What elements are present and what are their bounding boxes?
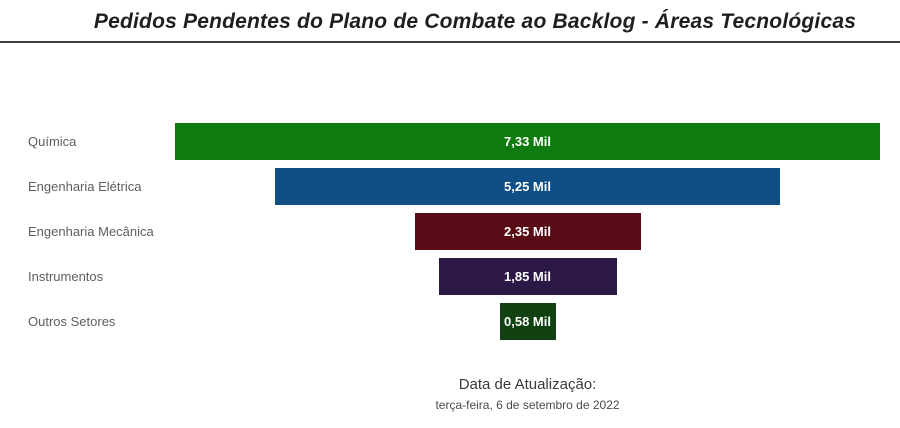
funnel-row: Engenharia Mecânica 2,35 Mil — [0, 209, 900, 254]
bar-area: 0,58 Mil — [175, 299, 880, 344]
funnel-chart: Química 7,33 Mil Engenharia Elétrica 5,25 M… — [0, 119, 900, 344]
funnel-bar[interactable]: 7,33 Mil — [175, 123, 880, 160]
title-divider — [0, 41, 900, 43]
bar-area: 2,35 Mil — [175, 209, 880, 254]
funnel-row: Engenharia Elétrica 5,25 Mil — [0, 164, 900, 209]
category-label: Química — [28, 134, 77, 149]
chart-header: Pedidos Pendentes do Plano de Combate ao… — [0, 0, 900, 43]
chart-footer: Data de Atualização: terça-feira, 6 de s… — [175, 376, 880, 412]
chart-title: Pedidos Pendentes do Plano de Combate ao… — [93, 10, 857, 33]
bar-area: 5,25 Mil — [175, 164, 880, 209]
update-label: Data de Atualização: — [458, 376, 597, 393]
category-label: Engenharia Elétrica — [28, 179, 142, 194]
funnel-bar[interactable]: 0,58 Mil — [499, 303, 556, 340]
bar-value-label: 7,33 Mil — [504, 134, 551, 149]
funnel-bar[interactable]: 5,25 Mil — [275, 168, 780, 205]
bar-value-label: 2,35 Mil — [504, 224, 551, 239]
category-label: Outros Setores — [28, 314, 116, 329]
bar-value-label: 5,25 Mil — [504, 179, 551, 194]
category-label: Engenharia Mecânica — [28, 224, 154, 239]
funnel-row: Instrumentos 1,85 Mil — [0, 254, 900, 299]
funnel-bar[interactable]: 1,85 Mil — [438, 258, 617, 295]
funnel-row: Química 7,33 Mil — [0, 119, 900, 164]
funnel-row: Outros Setores 0,58 Mil — [0, 299, 900, 344]
category-label: Instrumentos — [28, 269, 104, 284]
update-date: terça-feira, 6 de setembro de 2022 — [435, 398, 620, 412]
bar-value-label: 1,85 Mil — [504, 269, 551, 284]
funnel-bar[interactable]: 2,35 Mil — [414, 213, 641, 250]
bar-area: 1,85 Mil — [175, 254, 880, 299]
bar-area: 7,33 Mil — [175, 119, 880, 164]
bar-value-label: 0,58 Mil — [504, 314, 551, 329]
